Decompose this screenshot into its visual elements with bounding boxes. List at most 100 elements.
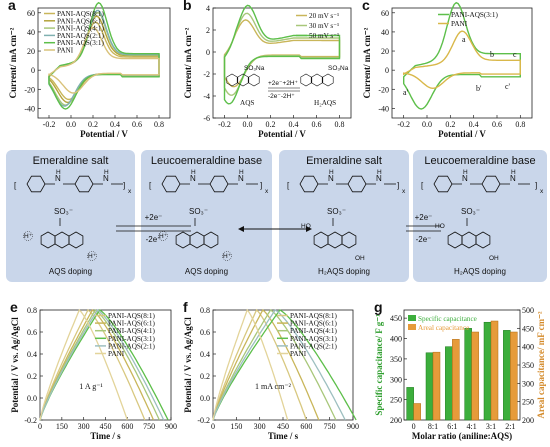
y-tick-label: 0.0 [200, 394, 210, 403]
bracket-left: [ [149, 181, 152, 190]
x-tick-label: -0.2 [43, 120, 56, 129]
y-tick-label: 0.8 [200, 306, 210, 315]
x-tick-label: 150 [56, 422, 68, 431]
doping-label: H₂AQS doping [318, 267, 370, 276]
x-tick-label: -0.2 [218, 120, 231, 129]
proton-label-2: H⁺ [223, 253, 232, 260]
x-tick-label: 0.4 [469, 120, 479, 129]
gcd-curve [212, 309, 357, 421]
proton-label-2: H⁺ [88, 253, 97, 260]
y-tick-label: -2 [203, 70, 210, 79]
y-tick-label: 0.8 [27, 306, 37, 315]
plot-frame [391, 7, 533, 119]
x-tick-label: 0.0 [66, 120, 76, 129]
legend-label: PANI-AQS(8:1) [57, 10, 104, 18]
doping-label: AQS doping [185, 267, 228, 276]
cv-curve [403, 30, 521, 90]
so3-label: SO₃⁻ [54, 207, 73, 216]
bar-specific [483, 321, 492, 421]
legend-label: PANI-AQS(3:1) [290, 335, 337, 343]
repeat-x: x [540, 188, 544, 195]
bar-areal [413, 403, 421, 421]
legend-label: PANI-AQS(4:1) [290, 327, 337, 335]
panel-letter: c [362, 0, 370, 13]
y-tick-label: 0.2 [200, 372, 210, 381]
legend-label: PANI [57, 47, 74, 55]
y-axis-title: Potential / V vs. Ag/AgCl [10, 317, 20, 413]
amine-h: H [329, 169, 334, 176]
cv-curve [223, 4, 341, 105]
bracket-left: [ [14, 181, 17, 190]
y2-tick-label: 400 [522, 343, 534, 352]
x-tick-label: 6:1 [447, 422, 457, 431]
y-tick-label: 200 [390, 416, 402, 425]
amine-h: H [511, 169, 516, 176]
cv-curve [48, 26, 160, 94]
legend-label: PANI-AQS(2:1) [290, 342, 337, 350]
y-tick-label: 250 [390, 396, 402, 405]
plot-frame [37, 7, 171, 119]
x-tick-label: 300 [78, 422, 90, 431]
legend-label: PANI-AQS(6:1) [290, 320, 337, 328]
bar-areal [510, 331, 518, 421]
y-tick-label: 0 [31, 66, 35, 75]
y-axis-title: Current/ mA cm⁻² [183, 27, 193, 98]
y-tick-label: -40 [24, 104, 35, 113]
h2aqs-label: H₂AQS [314, 99, 336, 107]
legend-label: Areal capacitance [418, 324, 469, 332]
proton-ring [23, 231, 33, 241]
scheme-box [279, 150, 409, 282]
proton-label: H⁺ [24, 233, 33, 240]
x-tick-label: 0.6 [312, 120, 322, 129]
arrowhead-right [306, 226, 312, 232]
scheme-box [413, 150, 547, 282]
condition-label: 1 mA cm⁻² [255, 382, 292, 391]
panel-letter: e [10, 299, 18, 315]
y-tick-label: 0.2 [27, 372, 37, 381]
so3-label: SO₃⁻ [189, 207, 208, 216]
oh-label: OH [355, 255, 365, 262]
scheme-title: Leucoemeraldine base [424, 155, 535, 167]
y-tick-label: 20 [381, 47, 389, 56]
amine-n: N [103, 174, 109, 183]
ring-shape [226, 73, 238, 87]
amine-n: N [55, 174, 61, 183]
legend-label: PANI-AQS(8:1) [108, 312, 155, 320]
proton-label: H⁺ [159, 233, 168, 240]
legend-label: PANI-AQS(6:1) [57, 17, 104, 25]
amine-n: N [190, 174, 196, 183]
panel-e: e 0 150 300 450 600 750 900 0.8 0.6 0.4 0.2 0.0 -0.2 T… [10, 299, 177, 441]
arrow-reverse-label: -2e⁻ [146, 235, 162, 244]
y-axis-title-left: Specific capacitance/ F g⁻¹ [374, 314, 384, 416]
condition-label: 1 A g⁻¹ [79, 382, 103, 391]
ring-shape [300, 73, 312, 87]
y-tick-label: 0.0 [27, 394, 37, 403]
legend-label: 20 mV s⁻¹ [309, 12, 339, 20]
gcd-curve [39, 309, 160, 421]
bar-specific [464, 328, 472, 421]
x-axis-title: Time / s [90, 431, 121, 441]
bar-specific [445, 346, 453, 421]
scheme-title: Emeraldine salt [306, 155, 382, 167]
y-tick-label: 350 [390, 355, 402, 364]
x-axis-title: Time / s [268, 431, 299, 441]
x-tick-label: 750 [324, 422, 336, 431]
amine-h: H [463, 169, 468, 176]
repeat-x: x [128, 188, 132, 195]
ring-shape [311, 73, 323, 87]
y-tick-label: -0.2 [197, 416, 210, 425]
bar-specific [425, 352, 434, 421]
aromatic-ring [68, 231, 84, 249]
gcd-curve [212, 308, 289, 421]
amine-h: H [104, 169, 109, 176]
bracket-right: ] [535, 181, 537, 190]
peak-label: b' [476, 84, 482, 93]
x-axis-title: Potential / V [80, 129, 128, 139]
y-tick-label: -0.2 [24, 416, 37, 425]
legend-label: PANI-AQS(8:1) [290, 312, 337, 320]
legend-label: PANI [451, 20, 468, 28]
y2-tick-label: 450 [522, 324, 534, 333]
y2-tick-label: 350 [522, 361, 534, 370]
cv-curve [48, 1, 160, 110]
x-tick-label: 0 [211, 422, 215, 431]
